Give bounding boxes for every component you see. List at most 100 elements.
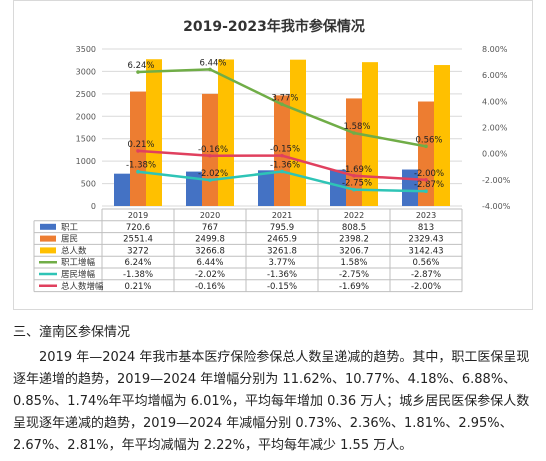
table-cell: -2.75% [339, 270, 369, 280]
legend-swatch-居民 [40, 235, 56, 242]
chart-title: 2019-2023年我市参保情况 [183, 18, 365, 35]
table-cell: 3142.43 [408, 246, 443, 256]
line-data-label: -0.16% [198, 145, 228, 155]
line-data-label: -2.02% [198, 169, 228, 179]
table-cell: 2329.43 [408, 235, 443, 245]
table-cell: 3261.8 [267, 246, 297, 256]
right-axis-tick-label: -4.00% [482, 202, 511, 211]
table-cell: -2.00% [411, 282, 441, 292]
table-cell: 808.5 [342, 223, 366, 233]
table-cell: 813 [418, 223, 434, 233]
bar-2023-总人数 [434, 65, 450, 206]
line-data-label: -2.00% [414, 169, 444, 179]
section-heading: 三、潼南区参保情况 [13, 325, 131, 340]
legend-label: 居民增幅 [61, 269, 96, 280]
bar-2020-职工 [186, 171, 202, 206]
table-cell: 3206.7 [339, 246, 369, 256]
line-data-label: -1.36% [270, 160, 300, 170]
line-point-总人数增幅-2021 [280, 153, 284, 158]
line-data-label: -1.69% [342, 165, 372, 175]
table-cell: 2398.2 [339, 235, 369, 245]
bar-2019-总人数 [146, 59, 162, 206]
body-paragraph: 2019 年—2024 年我市基本医疗保险参保总人数呈递减的趋势。其中，职工医保… [13, 350, 530, 453]
bar-2020-总人数 [218, 59, 234, 206]
left-axis-tick-label: 2000 [76, 112, 96, 121]
category-label: 2023 [416, 211, 436, 220]
table-cell: 3266.8 [195, 246, 225, 256]
bar-2022-居民 [346, 98, 362, 206]
table-cell: 2499.8 [195, 235, 225, 245]
table-cell: -2.87% [411, 270, 441, 280]
line-point-总人数增幅-2019 [136, 149, 140, 153]
left-axis-tick-label: 3000 [76, 67, 96, 76]
bar-2020-居民 [202, 93, 218, 206]
table-cell: 6.44% [196, 258, 223, 268]
left-axis-tick-label: 1000 [76, 157, 96, 166]
line-point-职工增幅-2023 [424, 144, 428, 149]
bar-2021-总人数 [290, 59, 306, 207]
category-label: 2021 [272, 211, 292, 220]
line-point-居民增幅-2023 [424, 189, 428, 194]
legend-label: 总人数增幅 [61, 281, 104, 292]
right-axis-tick-label: 6.00% [482, 71, 508, 80]
legend-swatch-总人数 [40, 247, 56, 254]
table-cell: 1.58% [340, 258, 367, 268]
right-axis-tick-label: 4.00% [482, 97, 508, 106]
line-point-居民增幅-2019 [136, 169, 140, 174]
line-data-label: -0.15% [270, 145, 300, 155]
line-data-label: 6.44% [199, 58, 226, 68]
table-cell: -1.38% [123, 270, 153, 280]
left-axis-tick-label: 1500 [76, 135, 96, 144]
table-cell: 767 [202, 223, 218, 233]
legend-label: 职工增幅 [61, 257, 96, 268]
table-cell: -2.02% [195, 270, 225, 280]
table-cell: -1.36% [267, 270, 297, 280]
category-label: 2019 [128, 211, 148, 220]
line-data-label: -1.38% [126, 161, 156, 171]
line-data-label: 0.21% [127, 140, 154, 150]
legend-label: 职工 [61, 223, 79, 233]
left-axis-tick-label: 3500 [76, 45, 96, 54]
line-data-label: 1.58% [343, 122, 370, 132]
table-cell: 795.9 [270, 223, 294, 233]
line-point-居民增幅-2021 [280, 169, 284, 174]
table-cell: 2551.4 [123, 235, 153, 245]
table-cell: 3.77% [268, 258, 295, 268]
table-cell: 720.6 [126, 223, 150, 233]
table-cell: 2465.9 [267, 235, 297, 245]
line-data-label: -2.75% [342, 179, 372, 189]
legend-label: 居民 [61, 235, 78, 245]
line-data-label: 3.77% [271, 93, 298, 103]
table-cell: 0.21% [124, 282, 151, 292]
line-data-label: 0.56% [415, 135, 442, 145]
table-cell: -0.16% [195, 282, 225, 292]
chart: 2019-2023年我市参保情况 0 500 1000 1500 2000 2500 3000… [33, 18, 511, 293]
right-axis-tick-label: 0.00% [482, 150, 508, 159]
right-axis-tick-label: 8.00% [482, 45, 508, 54]
line-point-总人数增幅-2022 [352, 173, 356, 178]
line-point-职工增幅-2019 [136, 70, 140, 74]
left-axis-tick-label: 2500 [76, 90, 96, 99]
category-label: 2022 [344, 211, 364, 220]
line-point-总人数增幅-2020 [208, 153, 212, 158]
line-data-label: -2.87% [414, 180, 444, 190]
chart-container: 2019-2023年我市参保情况 0 500 1000 1500 2000 2500 3000… [13, 0, 533, 310]
bar-2019-职工 [114, 173, 130, 206]
right-axis-tick-label: 2.00% [482, 124, 508, 133]
category-label: 2020 [200, 211, 220, 220]
line-point-职工增幅-2021 [280, 102, 284, 107]
table-cell: -0.15% [267, 282, 297, 292]
line-point-职工增幅-2022 [352, 131, 356, 135]
bar-2019-居民 [130, 91, 146, 206]
bar-2022-职工 [330, 169, 346, 206]
table-cell: 6.24% [124, 258, 151, 268]
table-cell: -1.69% [339, 282, 369, 292]
line-point-居民增幅-2020 [208, 178, 212, 182]
line-point-居民增幅-2022 [352, 187, 356, 192]
line-point-总人数增幅-2023 [424, 178, 428, 182]
bar-2021-居民 [274, 95, 290, 206]
bar-2021-职工 [258, 170, 274, 206]
left-axis-tick-label: 500 [81, 180, 96, 189]
line-point-职工增幅-2020 [208, 67, 212, 72]
left-axis-tick-label: 0 [91, 202, 96, 211]
